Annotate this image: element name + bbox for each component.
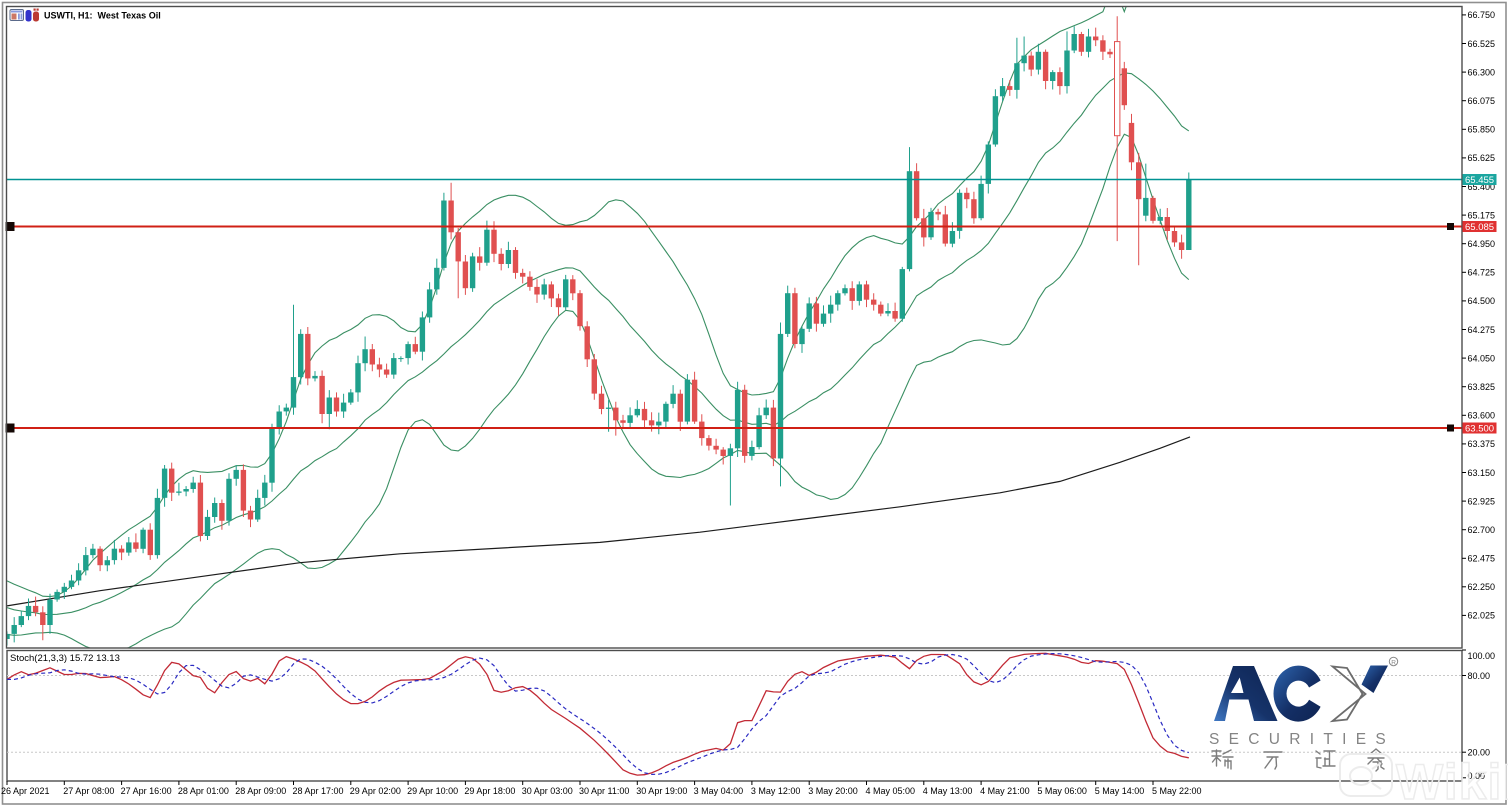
svg-text:28 Apr 09:00: 28 Apr 09:00	[235, 786, 286, 796]
svg-text:66.525: 66.525	[1468, 39, 1496, 49]
svg-text:20.00: 20.00	[1468, 748, 1491, 758]
svg-text:28 Apr 01:00: 28 Apr 01:00	[178, 786, 229, 796]
svg-text:5 May 06:00: 5 May 06:00	[1037, 786, 1087, 796]
svg-text:4 May 21:00: 4 May 21:00	[980, 786, 1030, 796]
svg-text:65.400: 65.400	[1468, 182, 1496, 192]
svg-text:27 Apr 08:00: 27 Apr 08:00	[63, 786, 114, 796]
svg-text:64.050: 64.050	[1468, 353, 1496, 363]
svg-text:65.085: 65.085	[1465, 222, 1494, 233]
svg-text:26 Apr 2021: 26 Apr 2021	[1, 786, 50, 796]
svg-text:WikiFX: WikiFX	[1396, 754, 1508, 806]
svg-text:SECURITIES: SECURITIES	[1209, 731, 1395, 748]
svg-text:5 May 22:00: 5 May 22:00	[1152, 786, 1202, 796]
svg-text:R: R	[1391, 659, 1396, 666]
svg-text:64.950: 64.950	[1468, 239, 1496, 249]
svg-text:0.00: 0.00	[1468, 771, 1486, 781]
svg-text:5 May 14:00: 5 May 14:00	[1095, 786, 1145, 796]
svg-text:29 Apr 10:00: 29 Apr 10:00	[407, 786, 458, 796]
svg-text:62.250: 62.250	[1468, 582, 1496, 592]
svg-text:65.175: 65.175	[1468, 210, 1496, 220]
svg-text:Stoch(21,3,3) 15.72 13.13: Stoch(21,3,3) 15.72 13.13	[10, 653, 120, 664]
svg-text:66.750: 66.750	[1468, 10, 1496, 20]
svg-text:63.825: 63.825	[1468, 382, 1496, 392]
svg-text:62.025: 62.025	[1468, 611, 1496, 621]
svg-text:65.625: 65.625	[1468, 153, 1496, 163]
svg-text:USWTI, H1: West Texas Oil: USWTI, H1: West Texas Oil	[44, 11, 161, 21]
svg-text:62.700: 62.700	[1468, 525, 1496, 535]
svg-text:27 Apr 16:00: 27 Apr 16:00	[121, 786, 172, 796]
svg-text:66.075: 66.075	[1468, 96, 1496, 106]
svg-text:29 Apr 02:00: 29 Apr 02:00	[350, 786, 401, 796]
svg-text:100.00: 100.00	[1468, 651, 1496, 661]
svg-text:30 Apr 03:00: 30 Apr 03:00	[522, 786, 573, 796]
svg-text:63.150: 63.150	[1468, 468, 1496, 478]
svg-text:65.455: 65.455	[1465, 175, 1494, 186]
svg-text:63.500: 63.500	[1465, 424, 1494, 435]
svg-text:80.00: 80.00	[1468, 671, 1491, 681]
svg-text:65.850: 65.850	[1468, 125, 1496, 135]
svg-text:30 Apr 11:00: 30 Apr 11:00	[579, 786, 629, 796]
svg-text:3 May 20:00: 3 May 20:00	[808, 786, 858, 796]
svg-text:66.300: 66.300	[1468, 67, 1496, 77]
svg-text:64.725: 64.725	[1468, 268, 1496, 278]
svg-text:64.500: 64.500	[1468, 296, 1496, 306]
svg-text:3 May 12:00: 3 May 12:00	[751, 786, 801, 796]
svg-text:28 Apr 17:00: 28 Apr 17:00	[293, 786, 344, 796]
svg-text:29 Apr 18:00: 29 Apr 18:00	[464, 786, 515, 796]
svg-text:3 May 04:00: 3 May 04:00	[694, 786, 744, 796]
svg-text:63.375: 63.375	[1468, 439, 1496, 449]
svg-text:4 May 13:00: 4 May 13:00	[923, 786, 973, 796]
svg-text:63.600: 63.600	[1468, 411, 1496, 421]
svg-text:62.925: 62.925	[1468, 496, 1496, 506]
svg-text:4 May 05:00: 4 May 05:00	[866, 786, 916, 796]
svg-text:30 Apr 19:00: 30 Apr 19:00	[636, 786, 687, 796]
svg-text:64.275: 64.275	[1468, 325, 1496, 335]
svg-text:62.475: 62.475	[1468, 554, 1496, 564]
